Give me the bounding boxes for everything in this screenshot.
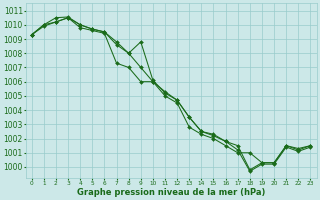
X-axis label: Graphe pression niveau de la mer (hPa): Graphe pression niveau de la mer (hPa)	[77, 188, 265, 197]
